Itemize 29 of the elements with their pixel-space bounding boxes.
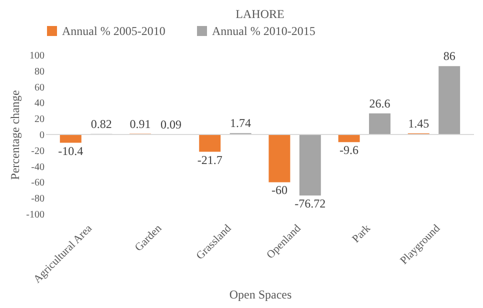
x-tick-label: Park [350,222,374,246]
chart-title: LAHORE [236,7,284,21]
legend-label: Annual % 2010-2015 [212,24,316,38]
data-label: 1.74 [230,116,252,130]
x-axis-title: Open Spaces [229,287,292,302]
data-label: 0.91 [130,116,151,131]
data-label: 86 [443,49,456,64]
data-label: -76.72 [294,196,326,210]
y-axis-title: Percentage change [8,90,22,180]
y-tick-label: 0 [40,130,44,141]
y-tick-label: -100 [26,210,44,220]
data-label: 26.6 [369,96,390,110]
data-label: -9.6 [340,143,359,158]
data-label: 0.09 [160,117,182,132]
y-tick-label: 20 [34,114,44,126]
data-label: 0.82 [90,116,112,131]
y-tick-label: -80 [31,194,44,205]
y-tick-label: -60 [31,178,44,189]
y-tick-label: 100 [30,50,44,62]
data-label: -21.7 [197,152,222,167]
y-tick-label: -20 [31,146,44,157]
data-label: -60 [271,183,288,198]
y-tick-label: 40 [34,98,44,110]
data-label: 1.45 [408,116,430,130]
legend-label: Annual % 2005-2010 [62,24,166,38]
data-label: -10.4 [58,144,84,158]
y-tick-label: -40 [31,162,44,173]
y-tick-label: 60 [34,82,44,94]
y-tick-label: 80 [34,66,44,78]
